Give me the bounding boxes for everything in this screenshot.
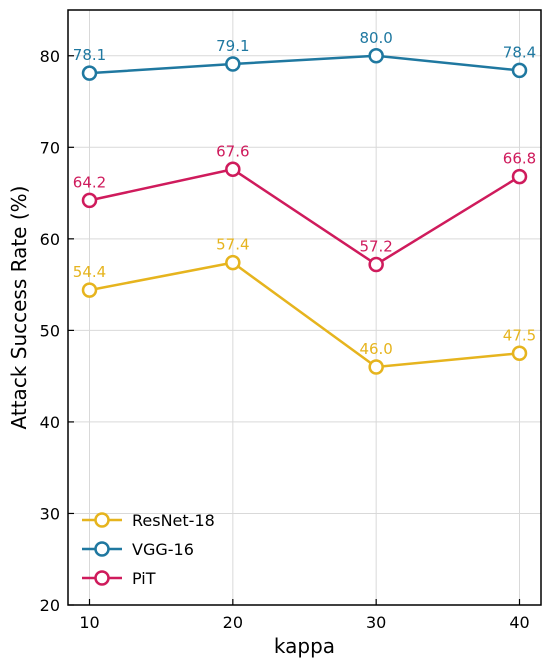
resnet-18-point [368, 359, 384, 375]
legend: ResNet-18 VGG-16 PiT [82, 511, 215, 588]
resnet-18-point [81, 282, 98, 298]
y-tick-label: 70 [40, 138, 60, 157]
y-axis-title: Attack Success Rate (%) [7, 186, 31, 430]
resnet-18-point [511, 345, 528, 362]
vgg-16-point [225, 56, 241, 72]
vgg-16-data-label: 80.0 [359, 29, 392, 47]
pit-data-label: 64.2 [73, 173, 106, 191]
legend-item-resnet-18: ResNet-18 [132, 511, 215, 530]
pit-data-label: 67.6 [216, 142, 249, 160]
resnet-18-point [225, 254, 241, 271]
series-lines [81, 48, 528, 375]
pit-point [511, 168, 528, 185]
grid [68, 10, 541, 606]
y-tick-label: 30 [40, 504, 60, 523]
y-tick-label: 40 [40, 413, 60, 432]
vgg-16-point [511, 62, 528, 79]
y-tick-label: 20 [40, 596, 60, 615]
data-labels: 54.4 57.4 46.0 47.5 78.1 79.1 80.0 78.4 64.2 67.6… [73, 29, 536, 358]
y-tick-label: 80 [40, 47, 60, 66]
y-tick-label: 50 [40, 321, 60, 340]
vgg-16-data-label: 79.1 [216, 37, 249, 55]
y-tick-label: 60 [40, 230, 60, 249]
pit-data-label: 57.2 [359, 237, 392, 255]
pit-data-label: 66.8 [503, 150, 536, 168]
resnet-18-data-label: 47.5 [503, 326, 536, 344]
legend-swatch-marker [94, 512, 110, 528]
legend-item-pit: PiT [132, 569, 156, 588]
pit-point [225, 161, 241, 178]
vgg-16-data-label: 78.1 [73, 46, 106, 64]
resnet-18-data-label: 54.4 [73, 263, 106, 281]
vgg-16-line [89, 54, 520, 75]
axes: 20 30 40 50 60 70 80 10 20 30 40 [40, 9, 542, 632]
pit-line [89, 168, 521, 266]
pit-point [81, 192, 98, 209]
plot-frame [67, 9, 542, 606]
legend-swatch-marker [94, 541, 110, 557]
vgg-16-data-label: 78.4 [503, 43, 536, 61]
pit-point [368, 256, 384, 273]
x-tick-label: 30 [366, 613, 386, 632]
resnet-18-line [89, 261, 520, 369]
resnet-18-data-label: 46.0 [359, 340, 392, 358]
vgg-16-point [81, 65, 98, 81]
x-tick-label: 40 [509, 613, 529, 632]
x-tick-label: 20 [223, 613, 243, 632]
legend-swatch-marker [94, 570, 110, 586]
resnet-18-data-label: 57.4 [216, 236, 249, 254]
vgg-16-point [368, 48, 384, 64]
x-axis-title: kappa [274, 634, 335, 658]
legend-item-vgg-16: VGG-16 [132, 540, 194, 559]
x-tick-label: 10 [79, 613, 99, 632]
